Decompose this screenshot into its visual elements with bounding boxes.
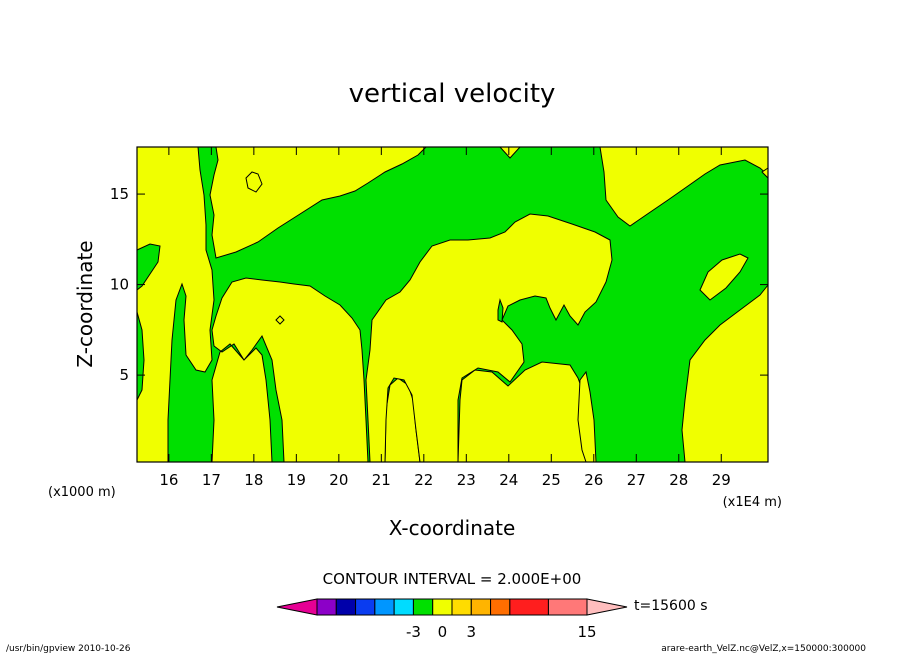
x-tick-label: 25: [542, 471, 561, 489]
colorbar-bin: [451, 598, 472, 616]
colorbar-tick-label: 0: [438, 623, 448, 641]
colorbar-bin: [374, 598, 395, 616]
colorbar-tick-label: 15: [577, 623, 596, 641]
colorbar-bin: [547, 598, 588, 616]
x-tick-label: 20: [329, 471, 348, 489]
x-tick-label: 23: [457, 471, 476, 489]
y-tick-label: 10: [110, 276, 129, 294]
colorbar-bin: [509, 598, 549, 616]
x-tick-label: 29: [712, 471, 731, 489]
x-tick-label: 27: [627, 471, 646, 489]
y-scale-note: (x1000 m): [48, 485, 116, 500]
colorbar-arrow-high: [586, 598, 628, 616]
x-tick-label: 21: [372, 471, 391, 489]
x-tick-label: 17: [202, 471, 221, 489]
colorbar: -3 0 3 15: [276, 598, 628, 641]
x-tick-label: 22: [414, 471, 433, 489]
yellow-upper-left-blob: [245, 171, 263, 193]
colorbar-tick-label: -3: [406, 623, 421, 641]
footer-right: arare-earth_VelZ.nc@VelZ,x=150000:300000: [661, 644, 866, 654]
x-tick-label: 18: [244, 471, 263, 489]
colorbar-bin: [470, 598, 492, 616]
x-tick-label: 19: [287, 471, 306, 489]
colorbar-bin: [432, 598, 453, 616]
colorbar-bin: [393, 598, 414, 616]
y-axis-label: Z-coordinate: [73, 240, 97, 367]
y-tick-label: 5: [119, 366, 129, 384]
x-tick-label: 26: [584, 471, 603, 489]
green-left-blob: [136, 243, 161, 292]
x-axis: 16 17 18 19 20 21 22 23 24 25 26 27 28 29: [159, 147, 731, 489]
x-axis-label: X-coordinate: [389, 516, 516, 540]
colorbar-bin: [335, 598, 357, 616]
y-tick-label: 15: [110, 185, 129, 203]
green-right-stripe: [577, 370, 597, 463]
plot-area: [136, 146, 769, 463]
colorbar-arrow-low: [276, 598, 318, 616]
y-axis: 5 10 15: [110, 185, 768, 384]
colorbar-bin: [355, 598, 376, 616]
contour-interval-label: CONTOUR INTERVAL = 2.000E+00: [323, 570, 582, 588]
yellow-right-blob: [699, 253, 749, 301]
colorbar-bin: [412, 598, 434, 616]
colorbar-bin: [316, 598, 337, 616]
green-finger: [497, 298, 504, 323]
time-label: t=15600 s: [634, 598, 708, 614]
yellow-tiny-dot: [275, 315, 285, 325]
yellow-central-dome: [365, 213, 613, 463]
positive-islands: [245, 167, 769, 463]
chart-title: vertical velocity: [349, 79, 556, 109]
x-tick-label: 28: [669, 471, 688, 489]
footer-left: /usr/bin/gpview 2010-10-26: [6, 644, 131, 654]
colorbar-tick-label: 3: [467, 623, 477, 641]
x-tick-label: 24: [499, 471, 518, 489]
x-tick-label: 16: [159, 471, 178, 489]
plot-frame: [136, 146, 769, 463]
x-scale-note: (x1E4 m): [723, 495, 782, 510]
colorbar-bin: [490, 598, 511, 616]
